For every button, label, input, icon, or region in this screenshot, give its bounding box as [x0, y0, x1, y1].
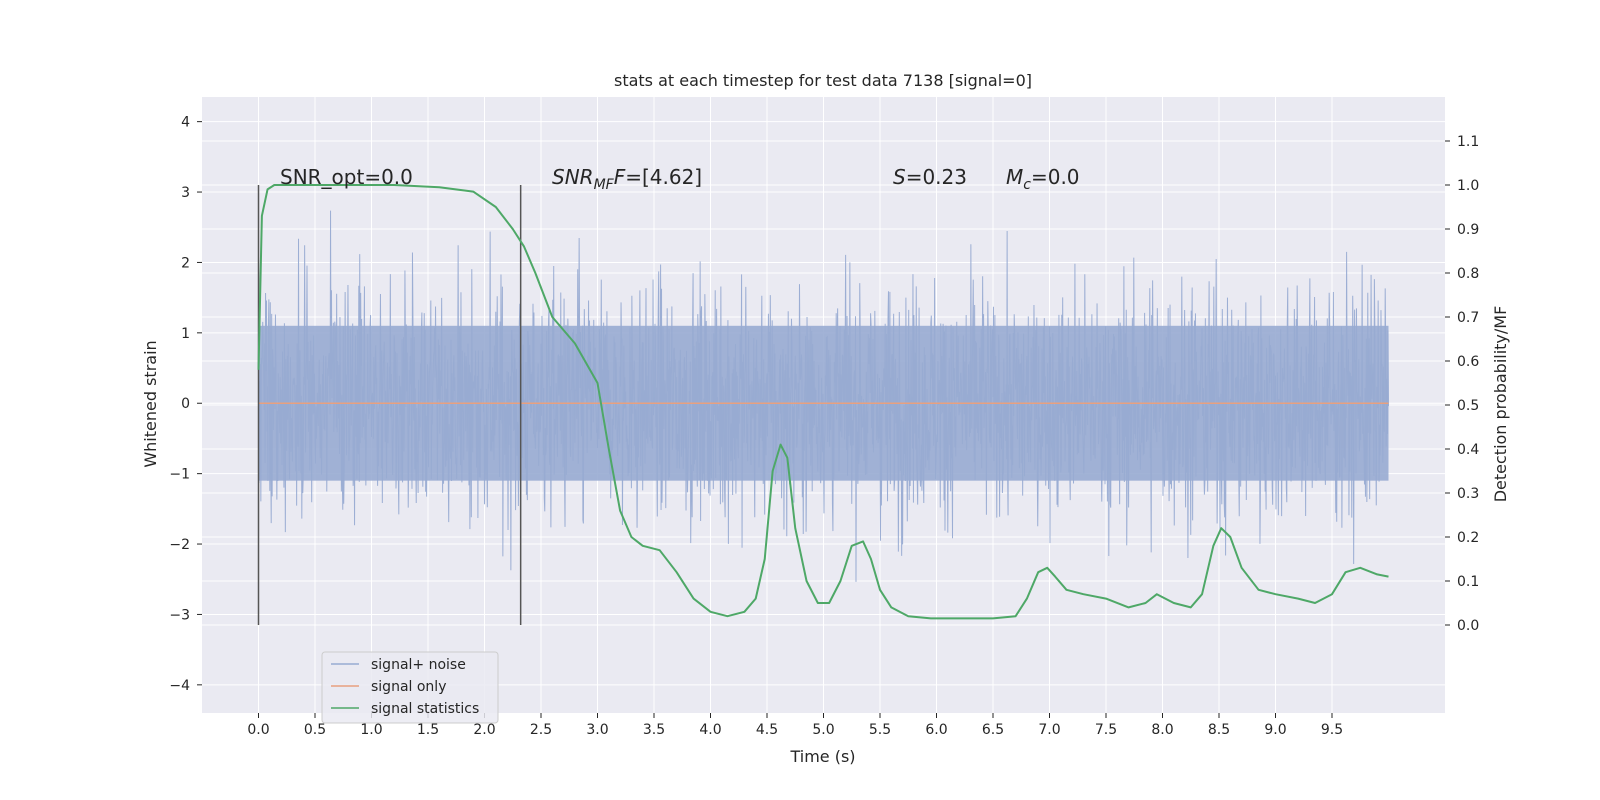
- y-right-tick-label: 0.6: [1457, 354, 1479, 370]
- axes: 0.0 0.5 1.0 1.5 2.0 2.5 3.0 3.5 4.0 4.5 5.0 5.5 6.0 6…: [169, 115, 1479, 738]
- x-tick-label: 8.5: [1208, 722, 1230, 738]
- y-right-tick-label: 0.5: [1457, 398, 1479, 414]
- y-tick-label: 2: [181, 255, 190, 271]
- s-value: =0.23: [906, 165, 967, 189]
- y-right-tick-label: 1.1: [1457, 134, 1479, 150]
- legend: signal+ noise signal only signal statist…: [321, 651, 499, 724]
- y-right-tick-label: 0.8: [1457, 266, 1479, 282]
- y-right-tick-label: 1.0: [1457, 178, 1479, 194]
- y-right-tick-label: 0.1: [1457, 574, 1479, 590]
- y-tick-label: 3: [181, 185, 190, 201]
- x-tick-label: 5.0: [812, 722, 834, 738]
- mc-subscript: c: [1023, 177, 1031, 193]
- y-right-tick-label: 0.7: [1457, 310, 1479, 326]
- y-tick-label: −4: [169, 678, 190, 694]
- x-tick-label: 1.5: [417, 722, 439, 738]
- y-tick-label: −1: [169, 467, 190, 483]
- x-axis-label: Time (s): [789, 747, 855, 766]
- mc-annotation: Mc=0.0: [1006, 165, 1080, 193]
- x-tick-label: 3.5: [643, 722, 665, 738]
- snr-mf-annotation: SNRMFF=[4.62]: [552, 165, 702, 193]
- x-tick-label: 0.0: [247, 722, 269, 738]
- x-tick-label: 4.5: [756, 722, 778, 738]
- legend-label-statistics: signal statistics: [371, 701, 479, 717]
- x-tick-label: 7.5: [1095, 722, 1117, 738]
- x-tick-label: 1.0: [360, 722, 382, 738]
- snr-mf-subscript: MF: [594, 177, 615, 193]
- s-annotation: S=0.23: [893, 165, 967, 189]
- x-tick-label: 3.0: [586, 722, 608, 738]
- y-tick-label: 0: [181, 396, 190, 412]
- mc-label: M: [1006, 165, 1023, 189]
- snr-opt-annotation: SNR_opt=0.0: [280, 165, 413, 189]
- y-right-tick-label: 0.9: [1457, 222, 1479, 238]
- y-right-tick-label: 0.0: [1457, 618, 1479, 634]
- x-tick-label: 9.5: [1321, 722, 1343, 738]
- y-tick-label: −3: [169, 607, 190, 623]
- s-label: S: [893, 165, 906, 189]
- x-tick-label: 2.5: [530, 722, 552, 738]
- y-right-tick-label: 0.3: [1457, 486, 1479, 502]
- y-axis-label: Whitened strain: [141, 340, 160, 467]
- x-tick-label: 0.5: [304, 722, 326, 738]
- chart-title: stats at each timestep for test data 713…: [614, 71, 1032, 90]
- x-tick-label: 7.0: [1038, 722, 1060, 738]
- snr-mf-prefix: SNR: [552, 165, 594, 189]
- signal-statistics-line: [257, 184, 1389, 620]
- line-series: [257, 184, 1389, 625]
- legend-box: [321, 651, 499, 724]
- y-right-axis-label: Detection probability/MF: [1491, 306, 1510, 503]
- x-tick-label: 9.0: [1264, 722, 1286, 738]
- y-tick-label: 1: [181, 326, 190, 342]
- x-tick-label: 4.0: [699, 722, 721, 738]
- x-tick-label: 6.0: [925, 722, 947, 738]
- mc-value: =0.0: [1031, 165, 1080, 189]
- legend-label-signal: signal only: [371, 679, 446, 695]
- legend-label-noise: signal+ noise: [371, 657, 466, 673]
- x-tick-label: 2.0: [473, 722, 495, 738]
- x-tick-label: 6.5: [982, 722, 1004, 738]
- snr-mf-value: =[4.62]: [625, 165, 702, 189]
- snr-mf-f: F: [614, 165, 626, 189]
- x-tick-label: 5.5: [869, 722, 891, 738]
- y-right-tick-label: 0.4: [1457, 442, 1479, 458]
- x-tick-label: 8.0: [1151, 722, 1173, 738]
- y-tick-label: −2: [169, 537, 190, 553]
- y-right-tick-label: 0.2: [1457, 530, 1479, 546]
- y-tick-label: 4: [181, 115, 190, 131]
